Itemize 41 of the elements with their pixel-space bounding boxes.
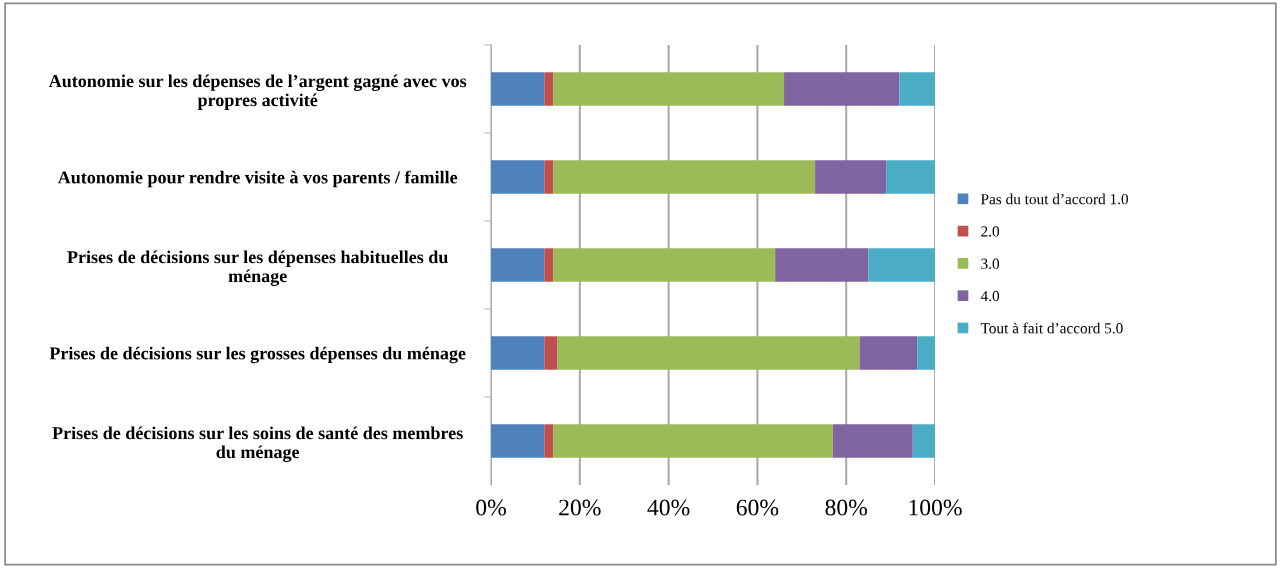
bar bbox=[553, 160, 816, 194]
bar bbox=[491, 72, 545, 106]
bar bbox=[491, 424, 545, 458]
y-tick-label: Prises de décisions sur les soins de santé des membres du ménage bbox=[52, 426, 463, 462]
bar bbox=[553, 248, 776, 282]
y-tick-label: Autonomie pour rendre visite à vos parents / famille bbox=[57, 170, 458, 188]
y-tick-label: Prises de décisions sur les grosses dépenses du ménage bbox=[49, 346, 466, 364]
bar bbox=[784, 72, 900, 106]
y-tick-label: Autonomie sur les dépenses de l’argent gagné avec vos propres activité bbox=[48, 74, 467, 110]
bar bbox=[775, 248, 869, 282]
bar bbox=[544, 160, 554, 194]
bar bbox=[832, 424, 913, 458]
bar bbox=[544, 248, 554, 282]
bar bbox=[544, 424, 554, 458]
bar bbox=[912, 424, 935, 458]
y-tick-label: Prises de décisions sur les dépenses habituelles du ménage bbox=[67, 250, 448, 286]
bar bbox=[491, 248, 545, 282]
bar bbox=[917, 336, 935, 370]
legend-label: 3.0 bbox=[981, 258, 1000, 269]
bar bbox=[899, 72, 935, 106]
bar bbox=[553, 72, 785, 106]
x-tick-label: 40% bbox=[647, 499, 690, 516]
x-tick-label: 0% bbox=[476, 499, 506, 516]
bar bbox=[491, 160, 545, 194]
x-tick-label: 60% bbox=[736, 499, 779, 516]
bar bbox=[557, 336, 860, 370]
bar bbox=[544, 336, 558, 370]
bar bbox=[859, 336, 918, 370]
bar bbox=[868, 248, 935, 282]
legend-label: Tout à fait d’accord 5.0 bbox=[980, 322, 1123, 334]
x-tick-label: 20% bbox=[559, 499, 601, 516]
bar bbox=[815, 160, 887, 194]
bar bbox=[553, 424, 833, 458]
bar bbox=[886, 160, 935, 194]
legend-label: 4.0 bbox=[980, 290, 1000, 302]
bar bbox=[544, 72, 554, 106]
legend-label: Pas du tout d’accord 1.0 bbox=[980, 193, 1129, 205]
bar bbox=[491, 336, 545, 370]
x-tick-label: 100% bbox=[909, 499, 962, 516]
x-tick-label: 80% bbox=[825, 499, 868, 516]
legend-label: 2.0 bbox=[981, 226, 1000, 237]
